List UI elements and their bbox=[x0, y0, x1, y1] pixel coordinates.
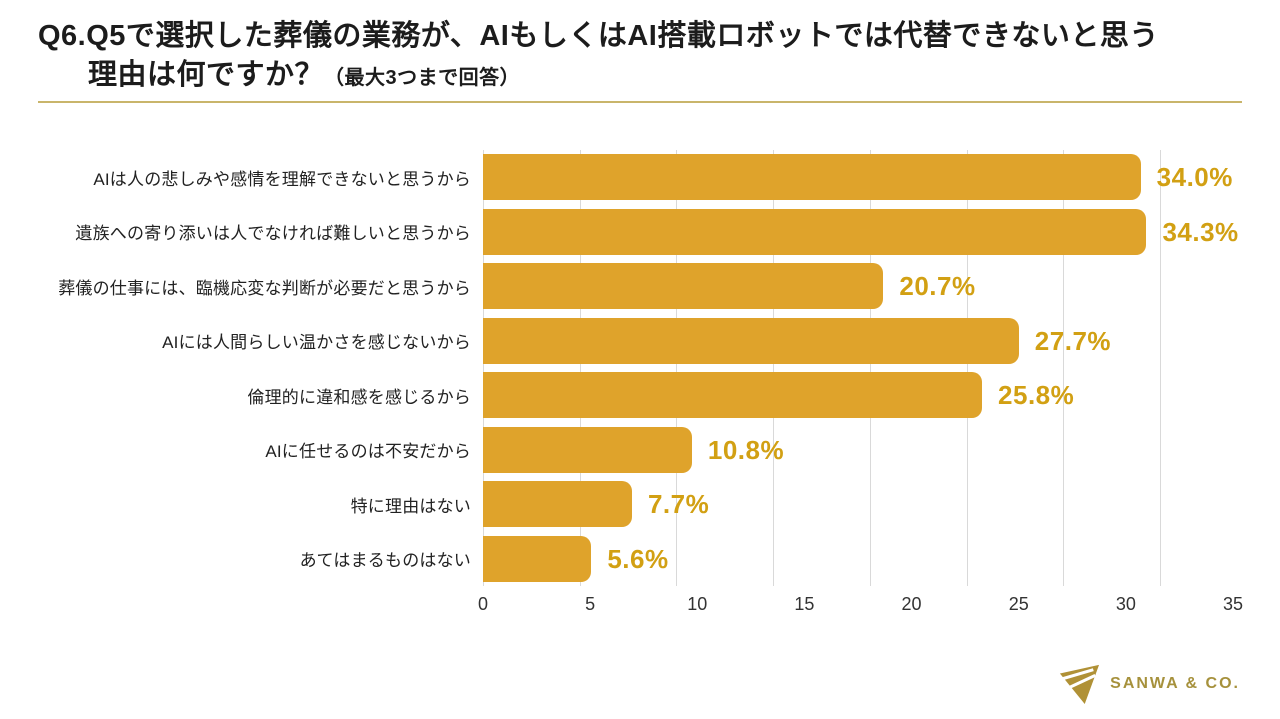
category-label: AIには人間らしい温かさを感じないから bbox=[162, 333, 471, 353]
gridline bbox=[966, 150, 968, 586]
question-title: Q6.Q5で選択した葬儀の業務が、AIもしくはAI搭載ロボットでは代替できないと… bbox=[38, 16, 1248, 95]
bar bbox=[483, 426, 692, 473]
x-tick-label: 35 bbox=[1222, 594, 1244, 614]
value-label: 34.3% bbox=[1162, 216, 1239, 247]
gridline bbox=[483, 150, 484, 586]
bar bbox=[483, 154, 1141, 201]
title-line2-main: 理由は何ですか？ bbox=[88, 59, 325, 92]
value-label: 7.7% bbox=[647, 489, 710, 519]
title-line2: 理由は何ですか？（最大3つまで回答） bbox=[88, 57, 1248, 95]
bar bbox=[483, 481, 632, 528]
category-label: 葬儀の仕事には、臨機応変な判断が必要だと思うから bbox=[58, 278, 471, 298]
gridline bbox=[676, 150, 678, 586]
value-label: 10.8% bbox=[707, 434, 785, 465]
sanwa-logo-icon bbox=[1060, 664, 1100, 705]
x-tick-label: 5 bbox=[585, 594, 596, 614]
x-tick-label: 0 bbox=[477, 594, 488, 614]
x-tick-label: 20 bbox=[901, 594, 922, 614]
gridline bbox=[869, 150, 871, 586]
bar bbox=[483, 208, 1147, 255]
gridline bbox=[1160, 150, 1161, 586]
value-label: 20.7% bbox=[899, 271, 976, 301]
x-axis: 0 5 10 15 20 25 30 35 bbox=[478, 594, 1243, 618]
title-divider bbox=[38, 101, 1242, 103]
gridline bbox=[1063, 150, 1065, 586]
bar bbox=[483, 263, 884, 310]
value-label: 27.7% bbox=[1034, 325, 1112, 356]
x-tick-label: 10 bbox=[687, 594, 708, 614]
title-line2-note: （最大3つまで回答） bbox=[324, 67, 521, 90]
x-tick-label: 15 bbox=[794, 594, 815, 614]
value-label: 25.8% bbox=[998, 380, 1075, 410]
bar bbox=[483, 535, 592, 582]
category-label: AIは人の悲しみや感情を理解できないと思うから bbox=[93, 169, 471, 189]
category-labels: AIは人の悲しみや感情を理解できないと思うから遺族への寄り添いは人でなければ難し… bbox=[0, 150, 471, 586]
category-label: AIに任せるのは不安だから bbox=[265, 442, 471, 462]
value-label: 5.6% bbox=[607, 543, 669, 574]
company-logo: SANWA & CO. bbox=[1058, 663, 1240, 705]
plot-area: 34.0% 34.3% 20.7% 27.7% 25.8% 10.8% 7.7% 5.6% bbox=[483, 150, 1238, 586]
sanwa-logo-text: SANWA & CO. bbox=[1110, 675, 1240, 692]
category-label: 特に理由はない bbox=[350, 496, 471, 516]
title-line1: Q6.Q5で選択した葬儀の業務が、AIもしくはAI搭載ロボットでは代替できないと… bbox=[38, 20, 1159, 52]
category-label: 遺族への寄り添いは人でなければ難しいと思うから bbox=[75, 224, 471, 244]
x-tick-label: 25 bbox=[1008, 594, 1029, 614]
bar bbox=[483, 372, 983, 419]
category-label: あてはまるものはない bbox=[299, 551, 471, 571]
gridline bbox=[579, 150, 581, 586]
gridline bbox=[773, 150, 775, 586]
category-label: 倫理的に違和感を感じるから bbox=[247, 387, 471, 407]
x-tick-label: 30 bbox=[1115, 594, 1136, 614]
bar bbox=[483, 317, 1019, 364]
value-label: 34.0% bbox=[1156, 162, 1233, 192]
